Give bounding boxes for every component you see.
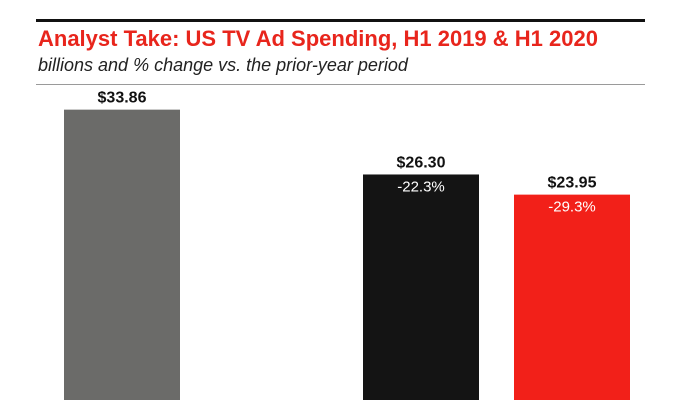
value-label-1: $33.86 <box>98 90 147 107</box>
chart-subtitle: billions and % change vs. the prior-year… <box>38 55 408 75</box>
bar-2 <box>363 174 479 400</box>
top-rule <box>36 19 645 22</box>
chart-title: Analyst Take: US TV Ad Spending, H1 2019… <box>38 26 598 51</box>
change-label-2: -22.3% <box>397 178 445 195</box>
bar-3 <box>514 194 630 400</box>
change-label-3: -29.3% <box>548 199 596 216</box>
bar-1 <box>64 109 180 400</box>
value-label-2: $26.30 <box>397 154 446 171</box>
title-rule <box>36 84 645 85</box>
value-label-3: $23.95 <box>548 175 597 192</box>
